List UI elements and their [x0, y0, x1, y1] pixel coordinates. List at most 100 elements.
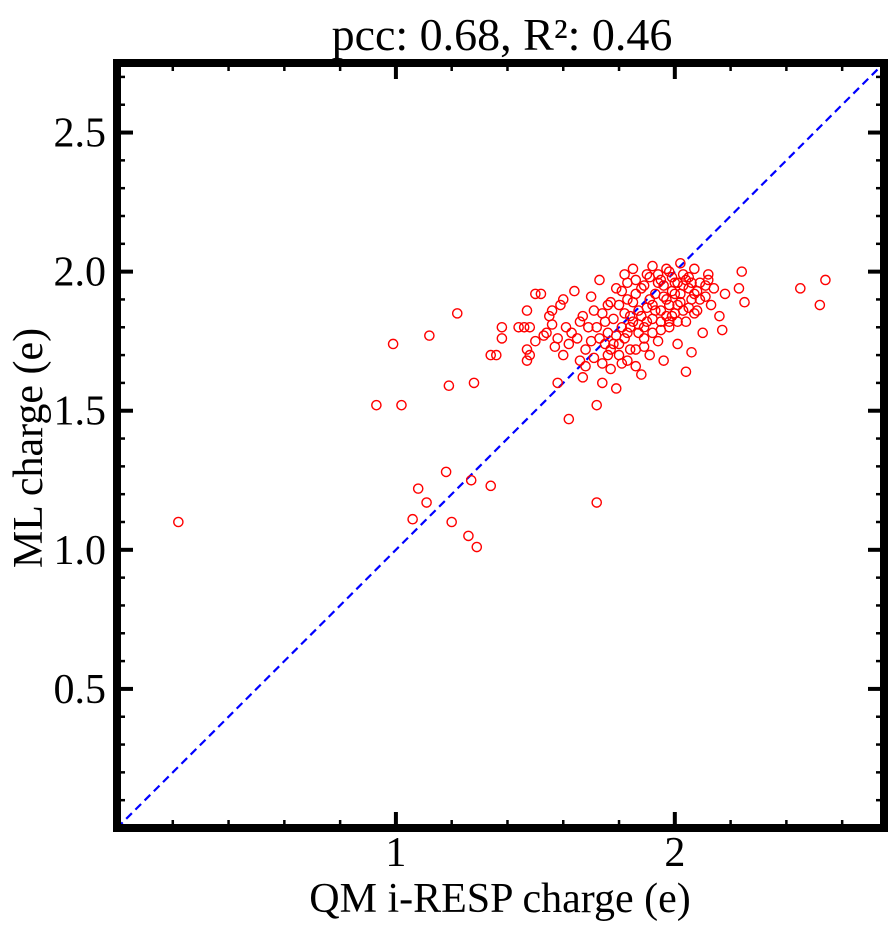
- data-point: [630, 288, 642, 300]
- data-point: [588, 305, 600, 316]
- data-point: [443, 380, 455, 391]
- data-point: [513, 321, 524, 333]
- data-point: [580, 344, 591, 355]
- data-point: [655, 305, 667, 316]
- data-point: [669, 288, 681, 300]
- data-point: [569, 285, 580, 297]
- data-point: [585, 291, 597, 302]
- data-point: [619, 308, 630, 319]
- data-point: [624, 344, 636, 355]
- data-point: [616, 285, 628, 297]
- data-point: [594, 333, 605, 344]
- data-point: [652, 277, 664, 289]
- y-tick-label: 2.5: [54, 111, 107, 157]
- data-point: [649, 305, 661, 316]
- data-point: [702, 274, 714, 286]
- data-point: [602, 299, 614, 311]
- data-point: [616, 321, 628, 333]
- data-point: [594, 274, 605, 286]
- data-point: [524, 321, 536, 333]
- data-point: [630, 274, 642, 286]
- data-point: [683, 302, 695, 314]
- data-point: [641, 316, 653, 328]
- data-point: [541, 327, 552, 339]
- data-point: [605, 363, 616, 375]
- data-point: [658, 291, 669, 302]
- data-point: [535, 288, 547, 300]
- data-point: [463, 530, 474, 542]
- data-point: [658, 280, 669, 291]
- data-point: [521, 355, 533, 366]
- data-point: [471, 541, 483, 553]
- data-point: [638, 333, 650, 344]
- data-point: [697, 327, 709, 339]
- data-point: [733, 283, 745, 294]
- data-point: [396, 399, 407, 411]
- data-point: [563, 413, 575, 425]
- data-point: [655, 324, 667, 336]
- data-point: [644, 349, 656, 361]
- data-point: [622, 294, 633, 305]
- data-point: [613, 338, 625, 350]
- data-point: [491, 349, 502, 361]
- data-point: [521, 344, 533, 355]
- data-point: [655, 316, 667, 328]
- data-point: [588, 352, 600, 364]
- data-point: [638, 321, 650, 333]
- identity-reference-line: [116, 62, 885, 829]
- data-point: [496, 333, 508, 344]
- data-point: [451, 308, 463, 319]
- data-point: [700, 280, 711, 291]
- data-point: [524, 349, 536, 361]
- data-point: [627, 316, 639, 328]
- data-point: [644, 294, 656, 305]
- data-point: [465, 474, 477, 486]
- data-point: [173, 516, 184, 528]
- data-point: [705, 299, 717, 311]
- data-point: [683, 271, 695, 283]
- data-point: [577, 372, 589, 383]
- data-point: [694, 294, 706, 305]
- data-point: [686, 277, 697, 289]
- data-point: [387, 338, 399, 350]
- data-point: [630, 360, 642, 372]
- data-point: [546, 305, 558, 316]
- data-point: [680, 316, 692, 328]
- data-point: [680, 274, 692, 286]
- data-point: [518, 321, 530, 333]
- data-point: [814, 299, 826, 311]
- data-point: [521, 305, 533, 316]
- x-tick-label: 2: [664, 830, 685, 876]
- data-point: [597, 358, 608, 369]
- data-point: [485, 480, 497, 492]
- data-point: [591, 497, 603, 508]
- data-point: [552, 377, 563, 389]
- data-point: [412, 483, 424, 494]
- data-point: [714, 310, 725, 322]
- data-point: [599, 338, 611, 350]
- data-point: [610, 283, 622, 294]
- data-point: [661, 263, 672, 275]
- data-point: [638, 280, 650, 291]
- data-point: [641, 269, 653, 280]
- data-point: [557, 349, 569, 361]
- data-point: [577, 310, 589, 322]
- data-point: [702, 269, 714, 280]
- data-point: [672, 299, 683, 311]
- data-point: [652, 335, 664, 347]
- data-point: [583, 321, 594, 333]
- data-point: [446, 516, 457, 528]
- x-axis-label: QM i-RESP charge (e): [309, 876, 690, 922]
- data-point: [468, 377, 480, 389]
- data-point: [597, 377, 608, 389]
- data-point: [530, 288, 541, 300]
- y-tick-label: 2.0: [54, 250, 107, 296]
- data-point: [622, 327, 633, 339]
- data-point: [591, 399, 603, 411]
- data-point: [605, 296, 616, 308]
- data-point: [689, 288, 700, 300]
- data-point: [538, 330, 550, 341]
- data-point: [636, 283, 647, 294]
- x-tick-label: 1: [385, 830, 406, 876]
